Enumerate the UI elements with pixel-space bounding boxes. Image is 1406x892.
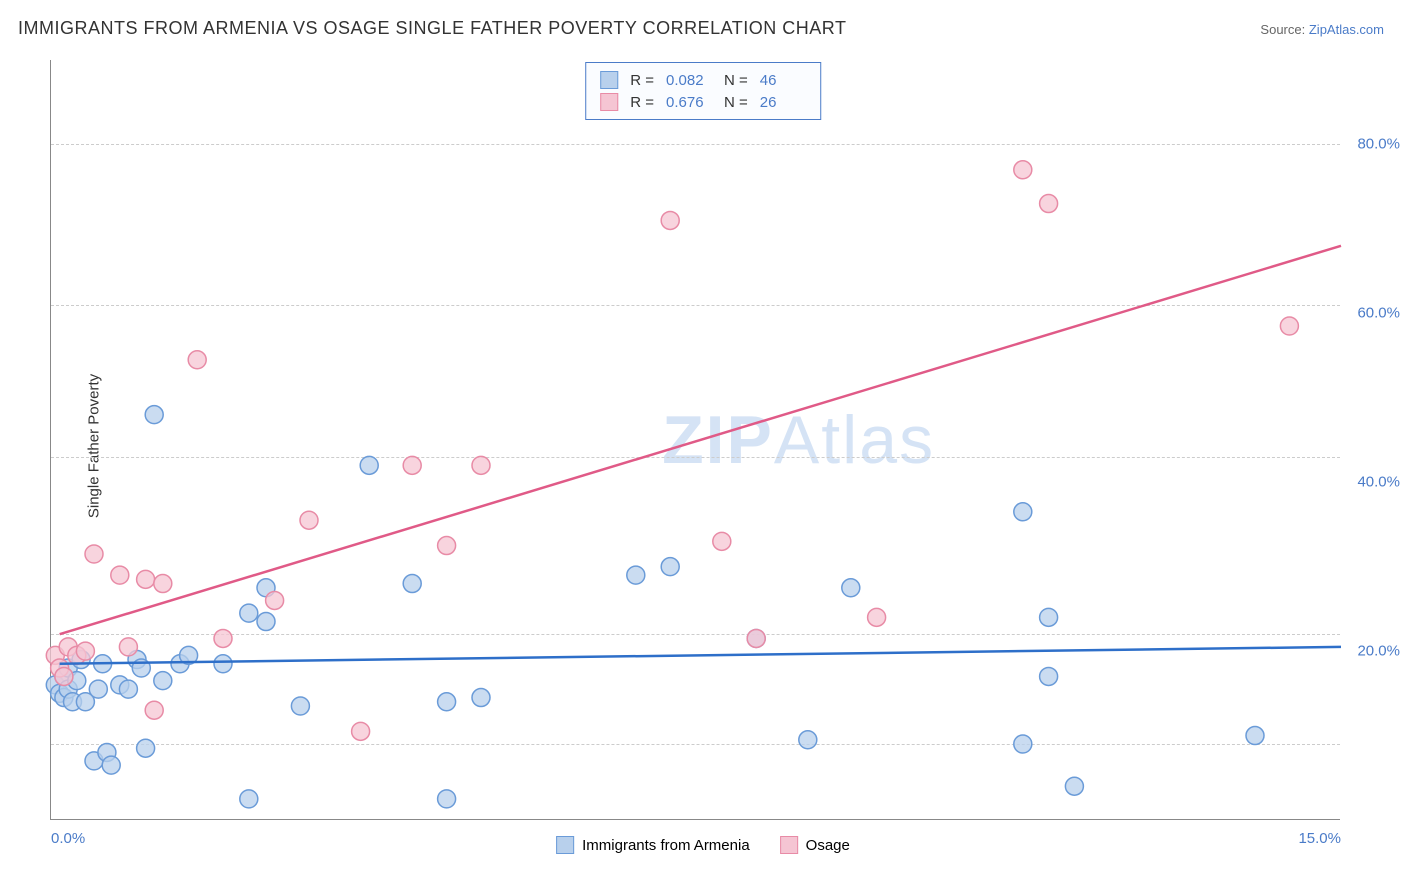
data-point [661, 558, 679, 576]
data-point [55, 667, 73, 685]
chart-container: IMMIGRANTS FROM ARMENIA VS OSAGE SINGLE … [0, 0, 1406, 892]
data-point [1014, 735, 1032, 753]
data-point [1040, 667, 1058, 685]
data-point [747, 629, 765, 647]
data-point [438, 790, 456, 808]
data-point [1040, 195, 1058, 213]
data-point [119, 638, 137, 656]
source-value: ZipAtlas.com [1309, 22, 1384, 37]
data-point [438, 693, 456, 711]
data-point [188, 351, 206, 369]
n-value: 26 [760, 94, 806, 111]
data-point [352, 722, 370, 740]
data-point [257, 613, 275, 631]
data-point [403, 456, 421, 474]
data-point [266, 591, 284, 609]
y-tick-label: 40.0% [1357, 474, 1400, 491]
trend-line [60, 647, 1341, 664]
data-point [1246, 727, 1264, 745]
n-value: 46 [760, 72, 806, 89]
data-point [868, 608, 886, 626]
r-value: 0.082 [666, 72, 712, 89]
legend-item-armenia: Immigrants from Armenia [556, 836, 750, 854]
swatch-icon [600, 71, 618, 89]
r-label: R = [630, 94, 654, 111]
data-point [1014, 503, 1032, 521]
data-point [145, 406, 163, 424]
swatch-armenia-icon [556, 836, 574, 854]
data-point [360, 456, 378, 474]
legend-correlation: R = 0.082 N = 46 R = 0.676 N = 26 [585, 62, 821, 120]
r-label: R = [630, 72, 654, 89]
y-tick-label: 60.0% [1357, 305, 1400, 322]
data-point [627, 566, 645, 584]
data-point [291, 697, 309, 715]
data-point [799, 731, 817, 749]
data-point [240, 790, 258, 808]
legend-correlation-row: R = 0.082 N = 46 [600, 69, 806, 91]
data-point [1014, 161, 1032, 179]
data-point [76, 642, 94, 660]
trend-line [60, 246, 1341, 634]
data-point [85, 545, 103, 563]
data-point [214, 629, 232, 647]
y-tick-label: 80.0% [1357, 136, 1400, 153]
y-tick-label: 20.0% [1357, 643, 1400, 660]
data-point [119, 680, 137, 698]
source-label: Source: [1260, 22, 1305, 37]
data-point [300, 511, 318, 529]
n-label: N = [724, 94, 748, 111]
data-point [89, 680, 107, 698]
legend-correlation-row: R = 0.676 N = 26 [600, 91, 806, 113]
swatch-osage-icon [780, 836, 798, 854]
plot-svg [51, 60, 1340, 819]
source-attribution: Source: ZipAtlas.com [1260, 22, 1384, 37]
swatch-icon [600, 93, 618, 111]
plot-area: ZIPAtlas 20.0%40.0%60.0%80.0%0.0%15.0% [50, 60, 1340, 820]
data-point [111, 566, 129, 584]
data-point [145, 701, 163, 719]
data-point [154, 672, 172, 690]
r-value: 0.676 [666, 94, 712, 111]
chart-title: IMMIGRANTS FROM ARMENIA VS OSAGE SINGLE … [18, 18, 846, 39]
legend-series: Immigrants from Armenia Osage [556, 836, 850, 854]
data-point [1040, 608, 1058, 626]
data-point [1280, 317, 1298, 335]
data-point [214, 655, 232, 673]
data-point [713, 532, 731, 550]
data-point [842, 579, 860, 597]
data-point [154, 575, 172, 593]
data-point [472, 689, 490, 707]
legend-label-armenia: Immigrants from Armenia [582, 837, 750, 854]
data-point [240, 604, 258, 622]
data-point [661, 211, 679, 229]
data-point [403, 575, 421, 593]
legend-label-osage: Osage [806, 837, 850, 854]
data-point [102, 756, 120, 774]
data-point [137, 570, 155, 588]
data-point [1065, 777, 1083, 795]
x-tick-label: 15.0% [1298, 830, 1341, 847]
data-point [137, 739, 155, 757]
x-tick-label: 0.0% [51, 830, 85, 847]
n-label: N = [724, 72, 748, 89]
data-point [472, 456, 490, 474]
data-point [438, 537, 456, 555]
legend-item-osage: Osage [780, 836, 850, 854]
